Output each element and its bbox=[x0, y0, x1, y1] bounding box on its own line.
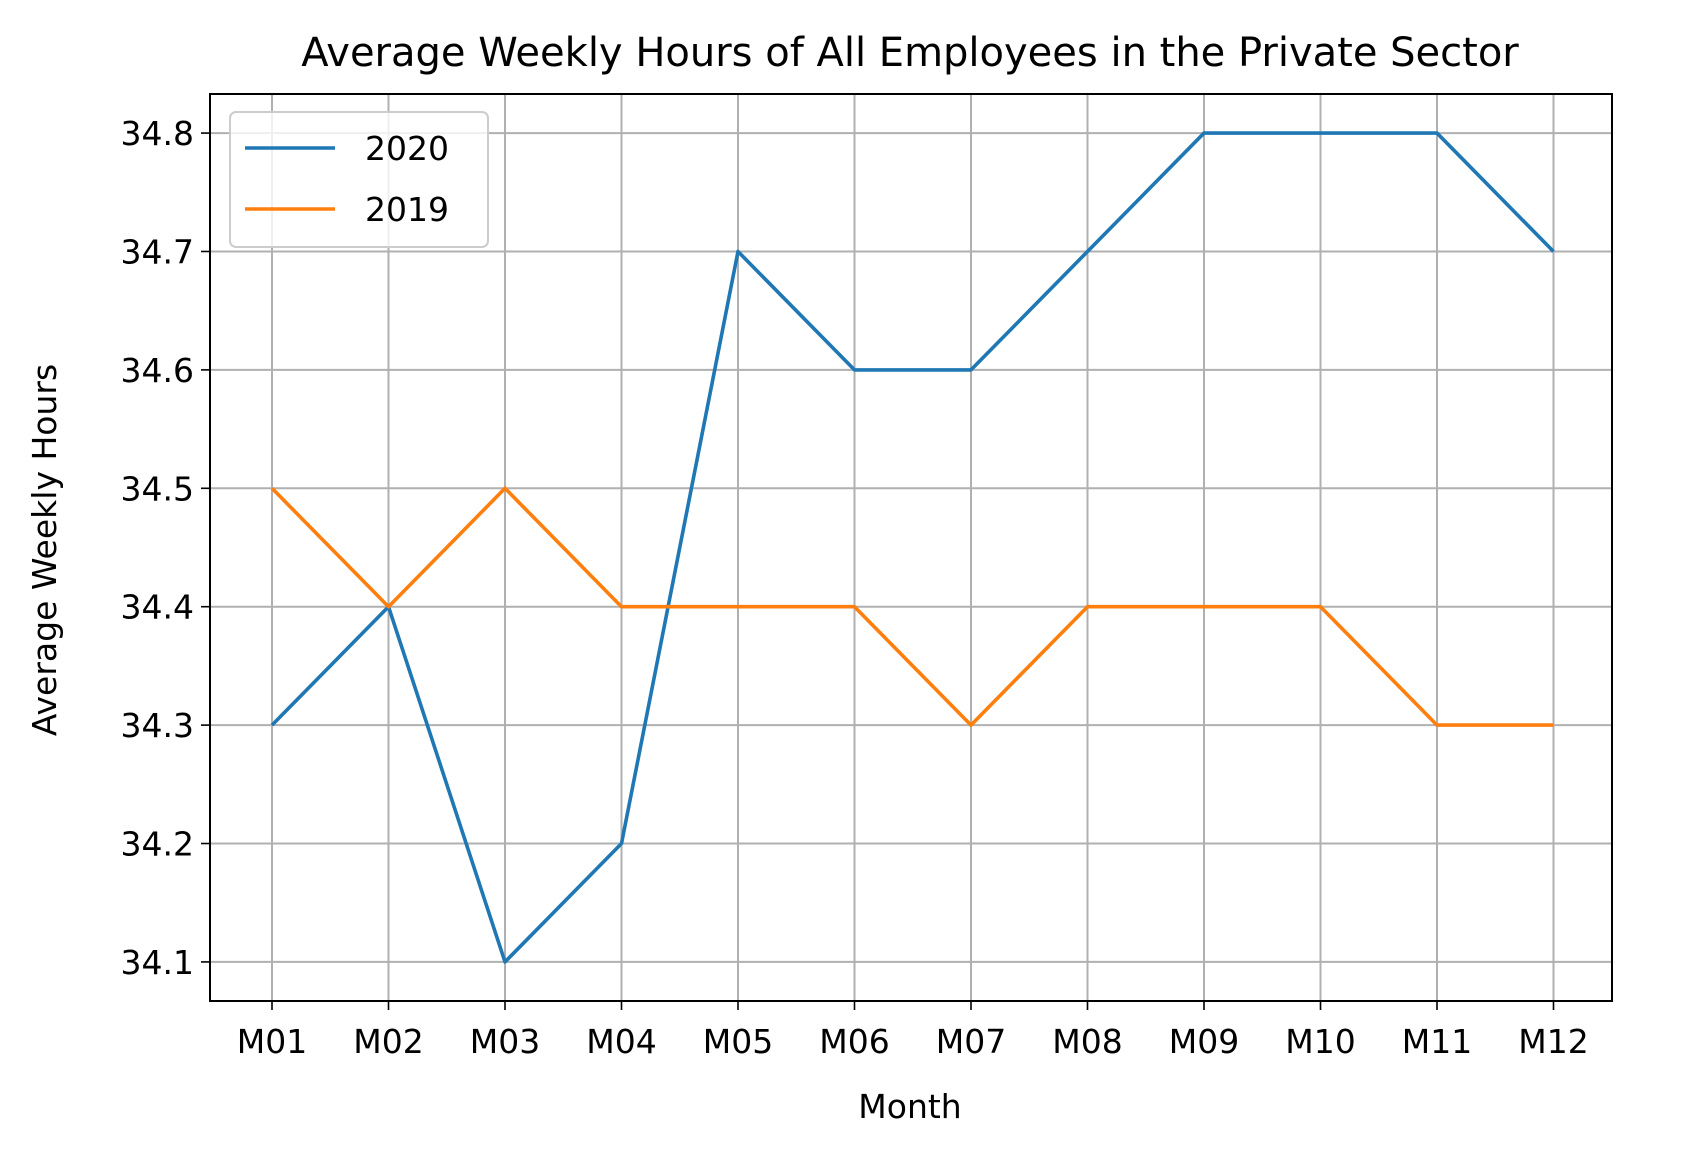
x-axis-ticks: M01 M02 M03 M04 M05 M06 M07 M08 M09 M10 M11 M12 bbox=[237, 1001, 1589, 1061]
legend-label: 2020 bbox=[365, 129, 449, 168]
series-line-2019 bbox=[270, 486, 1554, 727]
x-tick-label: M01 bbox=[237, 1022, 307, 1061]
x-tick-label: M06 bbox=[819, 1022, 889, 1061]
y-tick-label: 34.1 bbox=[121, 943, 194, 982]
x-tick-label: M12 bbox=[1518, 1022, 1588, 1061]
y-axis-ticks: 34.1 34.2 34.3 34.4 34.5 34.6 34.7 34.8 bbox=[121, 114, 210, 982]
y-axis-label: Average Weekly Hours bbox=[25, 364, 64, 736]
y-tick-label: 34.2 bbox=[121, 825, 194, 864]
y-tick-label: 34.6 bbox=[121, 351, 194, 390]
chart-title: Average Weekly Hours of All Employees in… bbox=[301, 30, 1519, 76]
legend-box bbox=[229, 111, 489, 248]
x-tick-label: M10 bbox=[1285, 1022, 1355, 1061]
plot-frame bbox=[209, 93, 1613, 1002]
legend-label: 2019 bbox=[365, 190, 449, 229]
x-tick-label: M08 bbox=[1052, 1022, 1122, 1061]
y-tick-label: 34.3 bbox=[121, 706, 194, 745]
series-line-2020 bbox=[270, 131, 1555, 964]
x-axis-label: Month bbox=[858, 1087, 961, 1126]
legend: 2020 2019 bbox=[229, 111, 489, 248]
series-lines bbox=[270, 131, 1555, 964]
x-tick-label: M11 bbox=[1402, 1022, 1472, 1061]
y-tick-label: 34.4 bbox=[121, 588, 194, 627]
y-tick-label: 34.5 bbox=[121, 469, 194, 508]
x-tick-label: M03 bbox=[470, 1022, 540, 1061]
y-tick-label: 34.7 bbox=[121, 232, 194, 271]
y-tick-label: 34.8 bbox=[121, 114, 194, 153]
x-tick-label: M09 bbox=[1169, 1022, 1239, 1061]
x-tick-label: M05 bbox=[703, 1022, 773, 1061]
x-tick-label: M07 bbox=[936, 1022, 1006, 1061]
x-tick-label: M04 bbox=[586, 1022, 656, 1061]
x-tick-label: M02 bbox=[353, 1022, 423, 1061]
